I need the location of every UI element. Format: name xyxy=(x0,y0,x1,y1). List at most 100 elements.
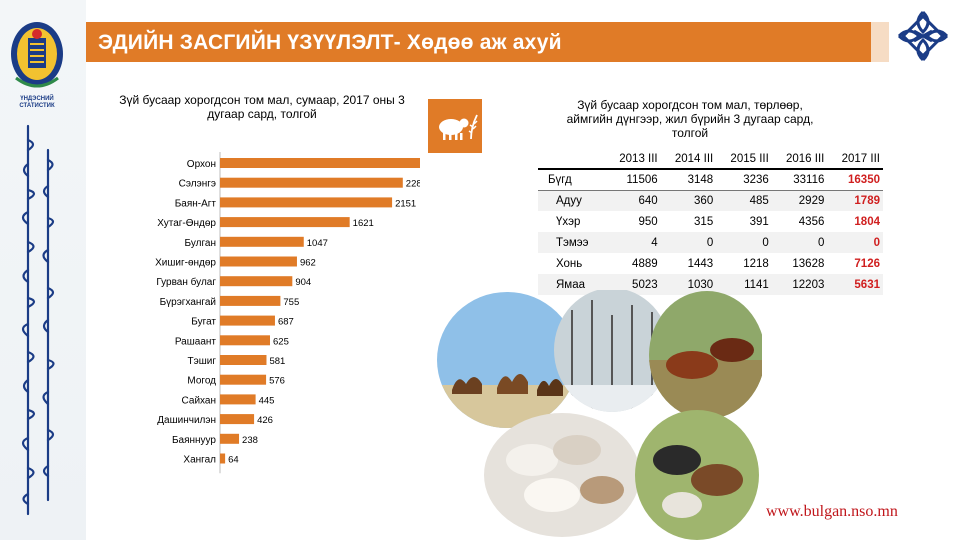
row-label: Адуу xyxy=(538,190,606,211)
endless-knot-icon xyxy=(897,10,949,62)
table-cell-latest: 7126 xyxy=(854,257,880,270)
category-label: Хангал xyxy=(183,455,216,466)
left-decorative-strip: ҮНДЭСНИЙ СТАТИСТИК xyxy=(0,0,86,540)
table-cell: 0 xyxy=(660,232,717,253)
data-label: 64 xyxy=(228,455,239,466)
sheep-icon xyxy=(439,114,478,140)
category-label: Булган xyxy=(185,238,216,249)
livestock-photo-collage xyxy=(437,290,762,540)
category-label: Могод xyxy=(187,376,216,387)
table-cell: 4889 xyxy=(632,257,658,270)
table-cell: 5023 xyxy=(605,274,661,295)
data-label: 1047 xyxy=(307,238,328,249)
data-label: 687 xyxy=(278,317,294,328)
data-label: 904 xyxy=(295,277,311,288)
mongolian-script-icon xyxy=(21,124,55,516)
table-cell: 33116 xyxy=(771,169,828,191)
emblem-caption-line1: ҮНДЭСНИЙ xyxy=(20,96,54,102)
cattle-photo xyxy=(649,291,762,419)
bar xyxy=(220,355,267,365)
bar xyxy=(220,177,403,188)
table-header-cell: 2013 III xyxy=(605,149,661,170)
table-cell: 3236 xyxy=(716,169,772,191)
table-row: Тэмээ 4 0 0 0 0 xyxy=(538,232,883,253)
table-header-cell: 2014 III xyxy=(660,149,717,170)
row-label: Бүгд xyxy=(538,169,606,191)
table-cell: 1218 xyxy=(743,257,769,270)
sheep-herd-photo xyxy=(484,413,640,537)
table-cell: 1141 xyxy=(716,274,772,295)
table-row: Адуу 640 360 485 2929 1789 xyxy=(538,190,883,211)
livestock-loss-table: 2013 III 2014 III 2015 III 2016 III 2017… xyxy=(538,149,883,295)
data-label: 755 xyxy=(283,297,299,308)
table-cell: 4 xyxy=(605,232,661,253)
table-cell: 640 xyxy=(605,190,661,211)
sheep-wheat-icon xyxy=(428,99,482,153)
page-title: ЭДИЙН ЗАСГИЙН ҮЗҮҮЛЭЛТ- Хөдөө аж ахуй xyxy=(98,31,562,54)
table-cell: 3148 xyxy=(660,169,717,191)
category-label: Хутаг-Өндөр xyxy=(157,218,216,229)
bar xyxy=(220,414,255,425)
bar xyxy=(220,295,281,306)
bar xyxy=(220,217,350,228)
bar xyxy=(220,315,275,326)
category-label: Хишиг-өндөр xyxy=(155,258,216,269)
table-cell: 485 xyxy=(716,190,772,211)
table-row: Хонь 4889 1443 1218 13628 7126 xyxy=(538,253,883,274)
category-label: Дашинчилэн xyxy=(157,415,216,426)
table-cell: 315 xyxy=(694,215,714,228)
data-label: 576 xyxy=(269,376,285,387)
data-label: 238 xyxy=(242,435,258,446)
bar xyxy=(220,394,256,405)
table-cell: 12203 xyxy=(771,274,828,295)
table-cell: 4356 xyxy=(798,215,825,228)
table-cell: 11506 xyxy=(605,169,661,191)
table-header-cell: 2015 III xyxy=(716,149,772,170)
table-cell: 1030 xyxy=(660,274,717,295)
table-row: Бүгд 11506 3148 3236 33116 16350 xyxy=(538,169,883,191)
table-header-cell xyxy=(538,149,606,170)
category-label: Баян-Агт xyxy=(175,198,217,209)
bar xyxy=(220,374,267,385)
bar xyxy=(220,236,304,247)
category-label: Гурван булаг xyxy=(156,276,216,288)
table-header-cell: 2017 III xyxy=(827,149,883,170)
table-row: Ямаа 5023 1030 1141 12203 5631 xyxy=(538,274,883,295)
bar-chart: Орхон2983Сэлэнгэ2285Баян-Агт2151Хутаг-Өн… xyxy=(155,152,420,474)
bar xyxy=(220,433,240,444)
data-label: 2151 xyxy=(395,198,416,209)
table-cell-latest: 16350 xyxy=(827,169,883,191)
data-label: 445 xyxy=(259,395,275,406)
emblem-caption-line2: СТАТИСТИК xyxy=(19,103,55,109)
camels-photo xyxy=(437,292,577,428)
emblem-caption: ҮНДЭСНИЙ СТАТИСТИК xyxy=(4,96,70,110)
table-cell: 950 xyxy=(638,215,658,228)
category-label: Сайхан xyxy=(182,395,216,406)
table-cell-latest: 5631 xyxy=(827,274,883,295)
table-cell-latest: 1804 xyxy=(854,215,880,228)
category-label: Баяннуур xyxy=(172,435,216,446)
bar-chart-title: Зүй бусаар хорогдсон том мал, сумаар, 20… xyxy=(119,93,405,121)
state-emblem-icon xyxy=(11,22,63,88)
category-label: Рашаант xyxy=(175,336,217,347)
data-label: 581 xyxy=(269,356,285,367)
header-bar: ЭДИЙН ЗАСГИЙН ҮЗҮҮЛЭЛТ- Хөдөө аж ахуй xyxy=(86,22,871,62)
table-cell: 360 xyxy=(660,190,717,211)
table-cell-latest: 0 xyxy=(827,232,883,253)
table-cell: 13628 xyxy=(792,257,825,270)
website-link[interactable]: www.bulgan.nso.mn xyxy=(766,503,898,520)
category-label: Бүрэгхангай xyxy=(160,297,216,308)
table-cell: 2929 xyxy=(771,190,828,211)
table-cell: 0 xyxy=(716,232,772,253)
category-label: Орхон xyxy=(187,159,216,170)
bar xyxy=(220,158,420,168)
table-header-cell: 2016 III xyxy=(771,149,828,170)
data-label: 962 xyxy=(300,258,316,269)
data-label: 625 xyxy=(273,336,289,347)
row-label: Үхэр xyxy=(556,215,581,228)
table-row: Үхэр 950 315 391 4356 1804 xyxy=(538,211,883,232)
table-cell-latest: 1789 xyxy=(827,190,883,211)
goats-photo xyxy=(635,410,759,540)
data-label: 426 xyxy=(257,415,273,426)
table-cell: 0 xyxy=(771,232,828,253)
